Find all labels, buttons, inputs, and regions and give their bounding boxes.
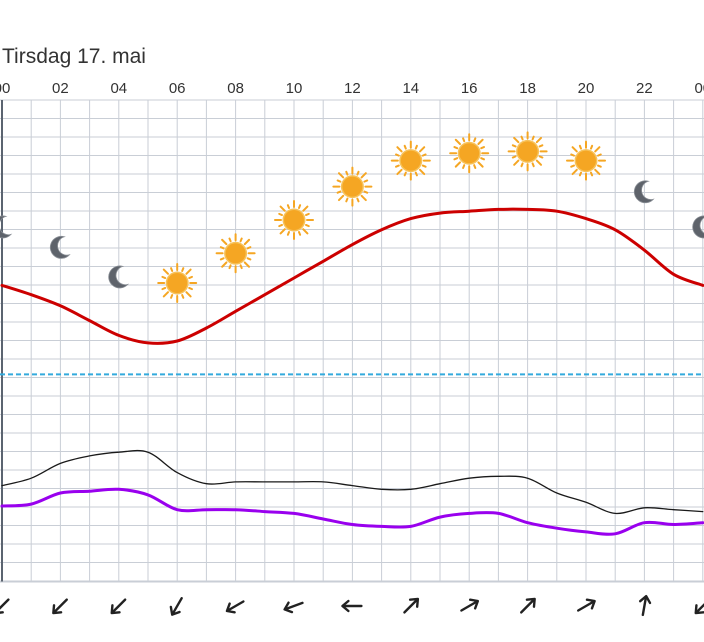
moon-icon — [0, 215, 13, 239]
hour-tick-label: 06 — [169, 80, 186, 97]
hour-tick-label: 08 — [227, 80, 244, 97]
hour-tick-label: 02 — [52, 80, 69, 97]
sun-icon — [507, 131, 548, 172]
hour-tick-label: 20 — [578, 80, 595, 97]
wind-arrow-icon — [225, 600, 245, 614]
wind-arrow-icon — [638, 594, 652, 617]
wind-arrow-icon — [110, 598, 127, 615]
wind-arrow-icon — [694, 598, 704, 615]
hour-tick-label: 10 — [286, 80, 303, 97]
date-label: Tirsdag 17. mai — [2, 45, 146, 68]
hour-labels: 00 02 04 06 08 10 12 14 16 18 20 22 00 — [0, 80, 704, 97]
wind-arrow-icon — [169, 597, 183, 616]
wind-arrow-icon — [460, 598, 480, 612]
hour-tick-label: 12 — [344, 80, 361, 97]
sun-icon — [157, 263, 198, 303]
sun-icon — [566, 140, 606, 181]
hour-tick-label: 00 — [0, 80, 10, 97]
sun-icon — [215, 233, 256, 274]
sun-icon — [332, 166, 373, 207]
hour-tick-label: 22 — [636, 80, 653, 97]
wind-arrow-icon — [577, 598, 596, 612]
wind-arrow-icon — [520, 597, 536, 614]
wind-arrow-icon — [283, 601, 304, 614]
moon-icon — [108, 265, 130, 289]
hour-tick-label: 14 — [402, 80, 419, 97]
sun-icon — [449, 133, 490, 174]
wind-arrow-icon — [403, 597, 420, 614]
series-line-black — [1, 449, 704, 515]
sun-icon — [390, 140, 431, 181]
moon-icon — [692, 215, 704, 239]
hour-tick-label: 16 — [461, 80, 478, 97]
series-line-red — [0, 207, 704, 345]
wind-arrow-icon — [0, 598, 10, 615]
sun-icon — [274, 200, 314, 240]
series-lines — [0, 207, 704, 536]
wind-arrows — [0, 594, 704, 617]
weather-symbols — [0, 131, 704, 303]
series-line-purple — [0, 487, 704, 536]
moon-icon — [49, 235, 71, 259]
wind-arrow-icon — [52, 598, 68, 615]
moon-icon — [633, 180, 655, 204]
hour-tick-label: 00 — [694, 80, 704, 97]
hour-tick-label: 18 — [519, 80, 536, 97]
wind-arrow-icon — [341, 599, 363, 613]
hour-tick-label: 04 — [110, 80, 127, 97]
